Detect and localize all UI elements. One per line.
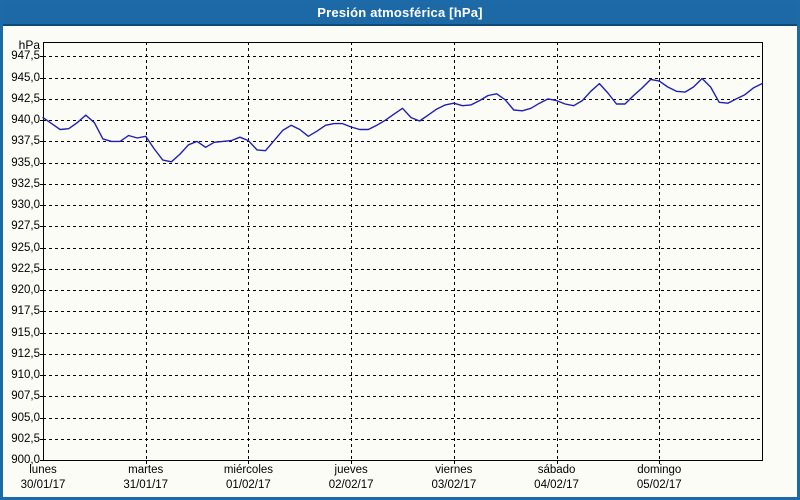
x-tick-day-name: sábado [537, 464, 576, 476]
x-tick-label: lunes 30/01/17 [0, 463, 95, 493]
x-tick-label: viernes 03/02/17 [402, 463, 506, 493]
y-tick-label: 915,0 [11, 326, 40, 339]
x-tick-day-name: domingo [637, 464, 682, 476]
x-tick-date: 04/02/17 [534, 479, 579, 491]
y-tick-label: 935,0 [11, 156, 40, 169]
x-tick-date: 03/02/17 [431, 479, 477, 491]
y-tick-label: 927,5 [11, 220, 40, 233]
y-tick-label: 907,5 [11, 390, 40, 403]
y-tick-label: 947,5 [11, 50, 40, 63]
x-tick-label: domingo 05/02/17 [607, 463, 711, 493]
y-tick-label: 925,0 [11, 241, 40, 254]
x-tick-label: sábado 04/02/17 [505, 463, 609, 493]
y-tick-label: 905,0 [11, 411, 40, 424]
x-tick-date: 31/01/17 [123, 479, 169, 491]
y-tick-label: 920,0 [11, 284, 40, 297]
y-tick-label: 932,5 [11, 177, 40, 190]
plot-frame [43, 42, 763, 461]
pressure-line [42, 77, 763, 163]
x-tick-date: 01/02/17 [226, 479, 271, 491]
x-tick-label: martes 31/01/17 [94, 463, 198, 493]
y-tick-label: 940,0 [11, 114, 40, 127]
x-tick-label: miércoles 01/02/17 [196, 463, 300, 493]
y-tick-label: 917,5 [11, 305, 40, 318]
window-title-bar[interactable]: Presión atmosférica [hPa] [0, 0, 800, 26]
x-tick-day-name: jueves [334, 464, 368, 476]
x-tick-day-name: lunes [29, 464, 57, 476]
y-tick-label: 912,5 [11, 347, 40, 360]
y-tick-label: 945,0 [11, 71, 40, 84]
x-tick-day-name: miércoles [223, 464, 274, 476]
y-tick-label: 942,5 [11, 92, 40, 105]
x-tick-date: 02/02/17 [328, 479, 374, 491]
y-tick-label: 930,0 [11, 199, 40, 212]
y-tick-label: 902,5 [11, 432, 40, 445]
y-tick-label: 937,5 [11, 135, 40, 148]
x-tick-day-name: viernes [435, 464, 473, 476]
y-tick-label: 910,0 [11, 369, 40, 382]
x-tick-label: jueves 02/02/17 [299, 463, 403, 493]
x-tick-date: 30/01/17 [20, 479, 66, 491]
y-axis-unit-label: hPa [18, 38, 40, 52]
y-tick-label: 922,5 [11, 262, 40, 275]
y-tick-label: 900,0 [11, 454, 40, 466]
x-tick-date: 05/02/17 [636, 479, 682, 491]
window-title: Presión atmosférica [hPa] [317, 4, 483, 20]
x-tick-day-name: martes [128, 464, 164, 476]
